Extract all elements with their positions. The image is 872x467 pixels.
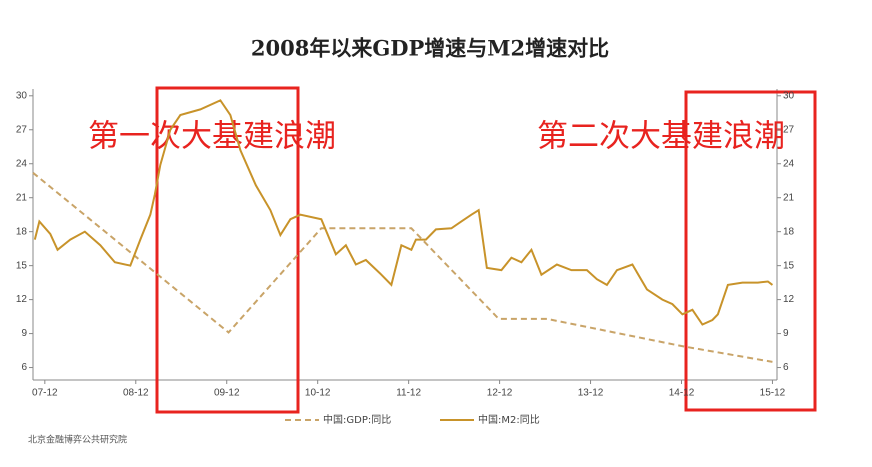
y-tick-label: 21 — [16, 192, 28, 203]
y2-tick-label: 6 — [783, 362, 789, 373]
highlight-box — [684, 90, 817, 412]
chart-title: 2008年以来GDP增速与M2增速对比 — [251, 36, 609, 61]
x-tick-label: 07-12 — [32, 388, 58, 399]
y2-tick-label: 21 — [783, 192, 795, 203]
series-line — [33, 99, 774, 326]
x-tick-label: 13-12 — [578, 388, 604, 399]
legend-label: 中国:GDP:同比 — [323, 413, 391, 426]
x-tick-label: 10-12 — [305, 388, 331, 399]
annotation: 第二次大基建浪潮 — [537, 119, 785, 155]
y2-tick-label: 27 — [783, 124, 795, 135]
annotation: 第一次大基建浪潮 — [88, 119, 336, 155]
y-tick-label: 18 — [16, 226, 28, 237]
y2-tick-label: 18 — [783, 226, 795, 237]
y-tick-label: 24 — [16, 158, 28, 169]
y-tick-label: 27 — [16, 124, 28, 135]
x-tick-label: 08-12 — [123, 388, 149, 399]
y-tick-label: 9 — [21, 328, 27, 339]
y2-tick-label: 9 — [783, 328, 789, 339]
y2-tick-label: 15 — [783, 260, 795, 271]
x-tick-label: 14-12 — [669, 388, 695, 399]
series-line — [32, 172, 773, 363]
x-tick-label: 11-12 — [396, 388, 421, 399]
y-tick-label: 15 — [16, 260, 28, 271]
y-tick-label: 6 — [21, 362, 27, 373]
y2-tick-label: 30 — [783, 90, 795, 101]
y2-tick-label: 12 — [783, 294, 795, 305]
x-tick-label: 15-12 — [760, 388, 786, 399]
y2-tick-label: 24 — [783, 158, 795, 169]
y-tick-label: 12 — [16, 294, 28, 305]
y-tick-label: 30 — [16, 90, 28, 101]
source: 北京金融博弈公共研究院 — [28, 434, 127, 446]
x-tick-label: 09-12 — [214, 388, 240, 399]
highlight-box — [155, 86, 300, 414]
legend-label: 中国:M2:同比 — [478, 413, 540, 426]
x-tick-label: 12-12 — [487, 388, 513, 399]
